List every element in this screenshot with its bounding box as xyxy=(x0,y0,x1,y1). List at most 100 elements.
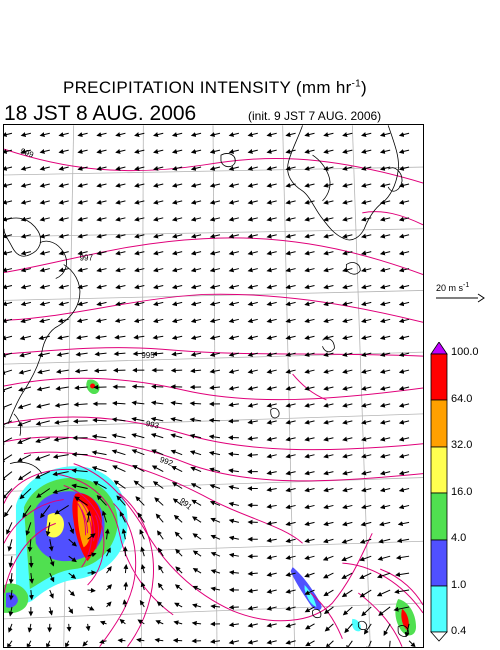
wind-vector xyxy=(379,216,391,222)
wind-vector xyxy=(394,589,410,595)
title-text: PRECIPITATION INTENSITY (mm hr xyxy=(62,78,352,97)
wind-vector xyxy=(20,318,31,324)
wind-vector xyxy=(48,539,54,552)
wind-vector xyxy=(379,402,391,408)
wind-vector xyxy=(171,466,183,473)
wind-vector xyxy=(87,533,96,540)
wind-vector xyxy=(323,318,334,324)
wind-vector xyxy=(171,250,183,256)
wind-vector xyxy=(304,538,315,544)
wind-vector xyxy=(304,149,315,154)
wind-vector xyxy=(398,385,410,391)
wind-vector xyxy=(379,132,391,137)
wind-vector xyxy=(114,318,126,323)
wind-vector xyxy=(228,518,239,524)
wind-vector xyxy=(192,568,202,574)
wind-vector xyxy=(228,149,239,154)
wind-vector xyxy=(20,216,31,222)
wind-vector xyxy=(228,570,239,576)
wind-vector xyxy=(68,538,77,547)
wind-vector xyxy=(68,572,77,579)
wind-vector xyxy=(18,386,32,392)
wind-vector xyxy=(20,199,31,205)
weather-map: 999 997 995 993 992 991 xyxy=(3,124,424,648)
wind-vector xyxy=(191,499,202,506)
wind-vector xyxy=(123,581,129,591)
wind-vector xyxy=(4,335,13,341)
wind-vector xyxy=(247,149,258,154)
wind-vector xyxy=(304,589,315,595)
precipitation-field xyxy=(4,379,417,636)
wind-vector xyxy=(54,505,69,515)
wind-vector xyxy=(285,199,296,205)
wind-vector xyxy=(398,284,410,290)
wind-vector xyxy=(398,352,410,357)
wind-vector xyxy=(228,335,239,340)
wind-vector xyxy=(75,351,88,357)
wind-vector xyxy=(77,165,88,171)
wind-vector xyxy=(323,165,334,171)
wind-vector xyxy=(209,233,221,239)
wind-vector xyxy=(398,267,410,273)
wind-vector xyxy=(359,572,372,579)
wind-vector xyxy=(228,622,239,628)
wind-vector xyxy=(304,453,315,459)
wind-vector xyxy=(285,352,296,357)
wind-vector xyxy=(77,250,88,256)
wind-vector xyxy=(228,368,239,374)
wind-vector xyxy=(171,482,183,489)
wind-vector xyxy=(342,149,353,154)
colorbar-label-0.4: 0.4 xyxy=(451,625,467,637)
wind-vector xyxy=(342,385,353,391)
wind-vector xyxy=(323,504,334,510)
wind-vector xyxy=(266,284,277,290)
wind-vector xyxy=(266,149,277,154)
wind-vector xyxy=(397,521,410,527)
wind-vector xyxy=(96,216,107,222)
wind-vector xyxy=(247,419,258,425)
wind-vector xyxy=(304,385,315,391)
wind-vector xyxy=(361,250,372,256)
wind-vector xyxy=(20,301,31,307)
wind-vector xyxy=(77,216,88,222)
wind-vector xyxy=(341,589,353,598)
wind-vector xyxy=(228,182,239,188)
wind-vector xyxy=(304,301,315,307)
wind-vector xyxy=(111,433,126,439)
wind-vector xyxy=(361,402,372,408)
wind-vector xyxy=(361,301,372,307)
wind-vector xyxy=(304,284,315,290)
wind-vector xyxy=(134,250,145,256)
wind-vector xyxy=(37,352,50,358)
wind-vector xyxy=(247,352,258,357)
wind-vector xyxy=(325,640,334,647)
wind-vector xyxy=(247,284,258,290)
wind-vector xyxy=(209,500,221,506)
wind-vector xyxy=(39,267,50,273)
wind-vector xyxy=(151,465,164,473)
wind-vector xyxy=(58,250,69,256)
wind-vector xyxy=(68,589,75,597)
wind-vector xyxy=(96,132,107,137)
wind-vector xyxy=(119,511,126,523)
wind-vector xyxy=(323,436,334,442)
wind-vector xyxy=(77,132,88,137)
wind-vector xyxy=(342,301,353,307)
wind-vector xyxy=(266,301,277,307)
wind-vector xyxy=(190,351,202,357)
wind-vector xyxy=(99,620,107,626)
wind-vector xyxy=(17,420,32,427)
wind-vector xyxy=(208,450,221,456)
wind-vector xyxy=(398,318,410,324)
wind-vector xyxy=(361,149,372,154)
wind-vector xyxy=(266,487,277,492)
wind-vector xyxy=(74,368,88,374)
wind-vector xyxy=(134,284,145,290)
wind-vector xyxy=(210,638,221,644)
wind-vector xyxy=(28,589,34,601)
wind-vector xyxy=(285,606,296,611)
wind-vector xyxy=(4,437,13,445)
title-unit-exponent: -1 xyxy=(351,78,362,90)
wind-vector xyxy=(54,402,69,408)
wind-vector xyxy=(247,335,258,340)
